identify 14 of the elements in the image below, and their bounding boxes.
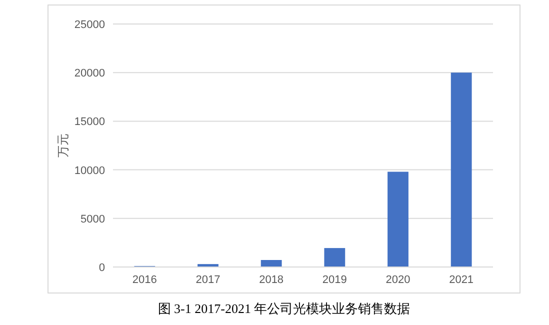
y-tick-label: 0	[98, 262, 105, 274]
y-tick-label: 25000	[74, 19, 105, 31]
y-tick-label: 15000	[74, 116, 105, 128]
y-tick-label: 10000	[74, 164, 105, 177]
x-tick-label: 2019	[322, 274, 347, 286]
y-tick-label: 5000	[80, 213, 105, 226]
x-tick-label: 2016	[132, 274, 157, 286]
y-tick-label: 20000	[74, 68, 105, 80]
x-tick-label: 2021	[449, 274, 474, 286]
x-tick-label: 2017	[196, 274, 220, 286]
x-tick-label: 2018	[259, 274, 284, 286]
y-axis-title: 万元	[56, 134, 70, 158]
text: 图 3-1 2017-2021 年公司光模块业务销售数据	[158, 301, 410, 316]
x-tick-label: 2020	[386, 274, 410, 286]
